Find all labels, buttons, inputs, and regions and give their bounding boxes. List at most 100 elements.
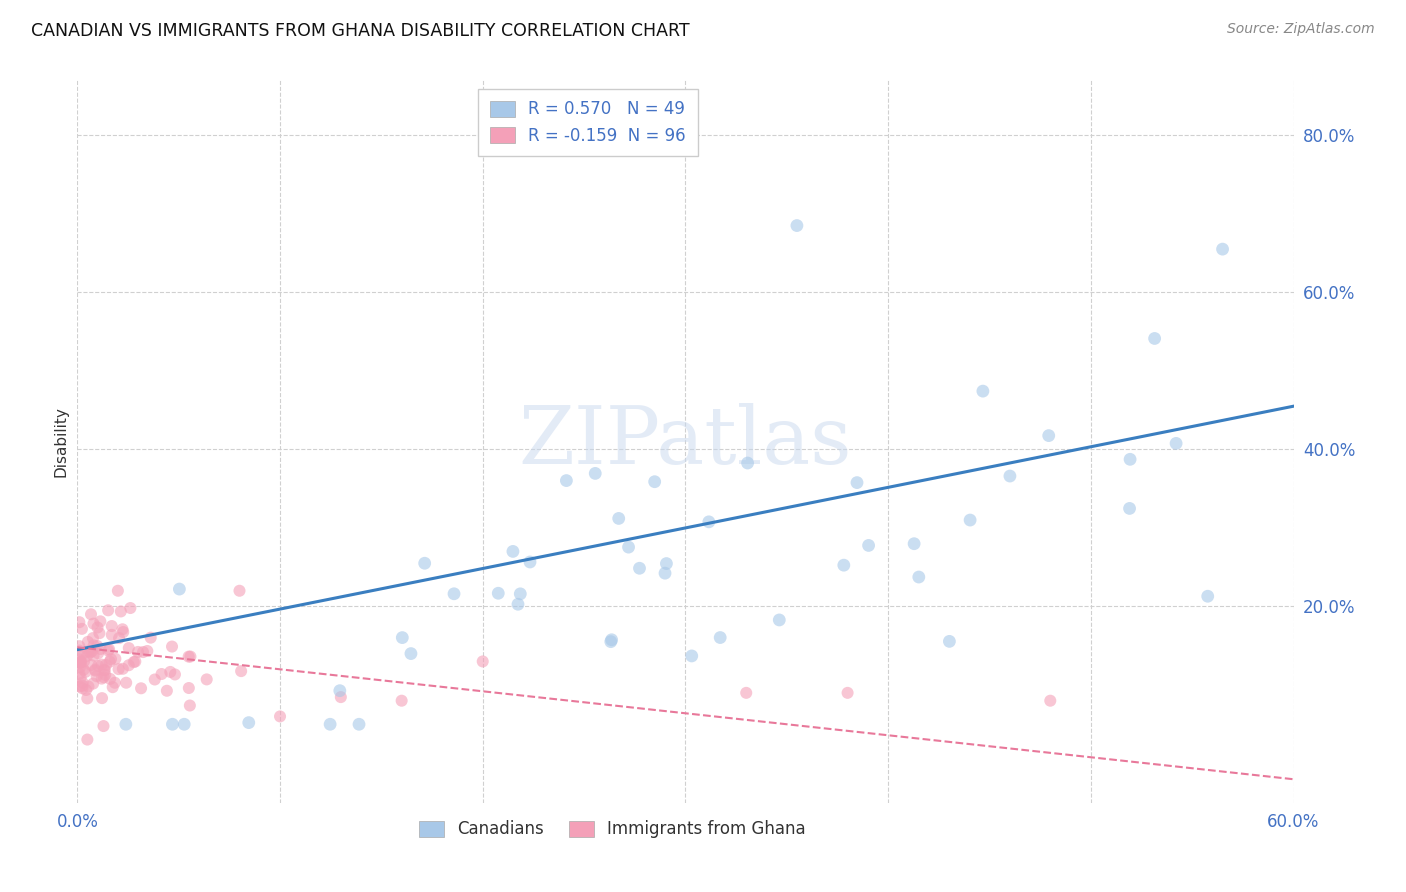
Y-axis label: Disability: Disability [53,406,69,477]
Point [80,658,103,673]
Point [347,717,370,731]
Point [76,635,98,649]
Point [129,681,152,696]
Point [75,665,97,679]
Point [69,671,91,685]
Point [118,641,141,656]
Point [228,583,250,598]
Point [519,555,541,569]
Point [179,649,201,664]
Point [231,664,253,678]
Point [1118,501,1140,516]
Point [69,656,91,670]
Point [110,604,132,618]
Point [76,648,98,663]
Point [120,601,142,615]
Point [107,662,129,676]
Point [737,456,759,470]
Point [73,654,96,668]
Point [84,664,107,678]
Point [77,680,100,694]
Point [83,639,105,653]
Point [89,626,111,640]
Point [177,681,200,695]
Point [72,646,94,660]
Point [1143,331,1166,345]
Point [599,634,621,648]
Point [67,656,90,670]
Point [972,384,994,398]
Point [79,646,101,660]
Point [329,683,352,698]
Point [72,681,94,696]
Point [67,639,90,653]
Point [644,475,666,489]
Point [768,613,790,627]
Point [69,660,91,674]
Point [70,654,93,668]
Point [91,691,114,706]
Point [1038,428,1060,442]
Point [832,558,855,573]
Point [104,675,127,690]
Point [93,663,115,677]
Point [97,603,120,617]
Point [101,680,124,694]
Point [82,631,104,645]
Point [583,467,606,481]
Point [502,544,524,558]
Point [67,652,90,666]
Point [156,683,179,698]
Point [1164,436,1187,450]
Point [115,675,138,690]
Point [100,652,122,666]
Point [903,537,925,551]
Point [67,615,90,630]
Text: CANADIAN VS IMMIGRANTS FROM GHANA DISABILITY CORRELATION CHART: CANADIAN VS IMMIGRANTS FROM GHANA DISABI… [31,22,689,40]
Point [319,717,342,731]
Point [1039,694,1062,708]
Point [1212,242,1234,256]
Point [98,672,121,686]
Point [112,625,135,640]
Text: Source: ZipAtlas.com: Source: ZipAtlas.com [1227,22,1375,37]
Point [628,561,651,575]
Point [655,557,678,571]
Point [67,667,90,681]
Point [443,587,465,601]
Point [837,686,859,700]
Point [87,646,110,660]
Point [697,515,720,529]
Point [69,680,91,694]
Point [163,667,186,681]
Point [907,570,929,584]
Point [1119,452,1142,467]
Point [471,655,494,669]
Point [107,583,129,598]
Point [127,645,149,659]
Point [169,582,191,596]
Point [329,690,352,705]
Point [101,628,124,642]
Point [87,659,110,673]
Point [94,668,117,682]
Point [94,658,117,673]
Point [70,622,93,636]
Point [269,709,291,723]
Point [391,631,413,645]
Point [150,667,173,681]
Point [82,676,104,690]
Point [76,732,98,747]
Point [709,631,731,645]
Point [195,673,218,687]
Point [98,655,121,669]
Point [159,665,181,679]
Point [1197,589,1219,603]
Point [846,475,869,490]
Point [654,566,676,581]
Point [80,644,103,658]
Point [76,691,98,706]
Point [391,694,413,708]
Point [98,642,121,657]
Point [509,587,531,601]
